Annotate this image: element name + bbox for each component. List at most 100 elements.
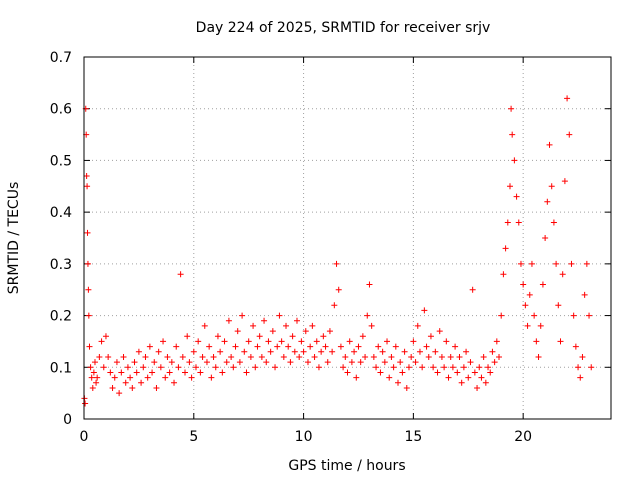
data-point [243,369,250,376]
data-point [335,286,342,293]
data-point [425,353,432,360]
data-point [258,353,265,360]
x-tick-label: 20 [514,429,532,445]
data-point [93,379,100,386]
data-point [116,390,123,397]
data-point [232,343,239,350]
data-point [408,353,415,360]
data-point [474,384,481,391]
data-point [344,369,351,376]
data-point [548,183,555,190]
data-point [184,333,191,340]
tick-labels: 0 5 10 15 20 0 0.1 0.2 0.3 0.4 0.5 0.6 0.7 [50,50,532,445]
data-point [550,219,557,226]
data-point [197,369,204,376]
data-point [331,302,338,309]
data-point [419,364,426,371]
data-point [84,183,91,190]
data-point [579,353,586,360]
data-point [572,343,579,350]
data-point [129,384,136,391]
data-point [388,353,395,360]
data-point [186,359,193,366]
x-tick-label: 10 [295,429,313,445]
data-point [443,338,450,345]
data-point [102,333,109,340]
data-point [370,353,377,360]
data-point [91,359,98,366]
data-point [449,364,456,371]
data-point [175,364,182,371]
data-point [84,229,91,236]
data-point [423,343,430,350]
data-point [265,338,272,345]
data-point [377,369,384,376]
data-point [508,105,515,112]
data-point [190,348,197,355]
data-point [250,322,257,329]
data-point [493,338,500,345]
data-point [342,353,349,360]
data-point [403,384,410,391]
data-point [182,369,189,376]
data-point [85,286,92,293]
data-point [287,359,294,366]
data-point [166,369,173,376]
data-point [157,364,164,371]
data-point [544,198,551,205]
data-point [546,141,553,148]
data-point [96,353,103,360]
data-point [307,343,314,350]
y-tick-label: 0.5 [50,153,72,169]
data-point [311,353,318,360]
data-point [326,328,333,335]
data-point [384,338,391,345]
data-point [241,348,248,355]
data-point [500,271,507,278]
data-point [375,343,382,350]
data-point [539,281,546,288]
data-point [217,348,224,355]
data-point [364,312,371,319]
data-point [386,374,393,381]
data-point [199,353,206,360]
data-point [414,322,421,329]
data-point [164,353,171,360]
data-point [366,281,373,288]
y-tick-label: 0 [63,412,72,428]
data-point [577,374,584,381]
data-point [100,364,107,371]
data-point [188,374,195,381]
data-point [502,245,509,252]
data-point [537,322,544,329]
data-point [491,359,498,366]
data-point [289,333,296,340]
data-point [535,353,542,360]
data-point [107,369,114,376]
data-point [405,364,412,371]
data-point [511,157,518,164]
data-point [421,307,428,314]
data-point [221,338,228,345]
data-point [533,338,540,345]
data-point [208,374,215,381]
data-points [81,95,595,407]
data-point [88,374,95,381]
data-point [458,379,465,386]
data-point [105,353,112,360]
chart-title: Day 224 of 2025, SRMTID for receiver srj… [196,20,491,36]
data-point [399,369,406,376]
data-point [515,219,522,226]
data-point [456,353,463,360]
data-point [379,348,386,355]
data-point [373,364,380,371]
data-point [153,384,160,391]
data-point [171,379,178,386]
plot-frame [83,56,612,420]
data-point [575,364,582,371]
data-point [513,193,520,200]
x-tick-label: 15 [404,429,422,445]
data-point [225,317,232,324]
y-tick-label: 0.2 [50,309,72,325]
data-point [160,338,167,345]
